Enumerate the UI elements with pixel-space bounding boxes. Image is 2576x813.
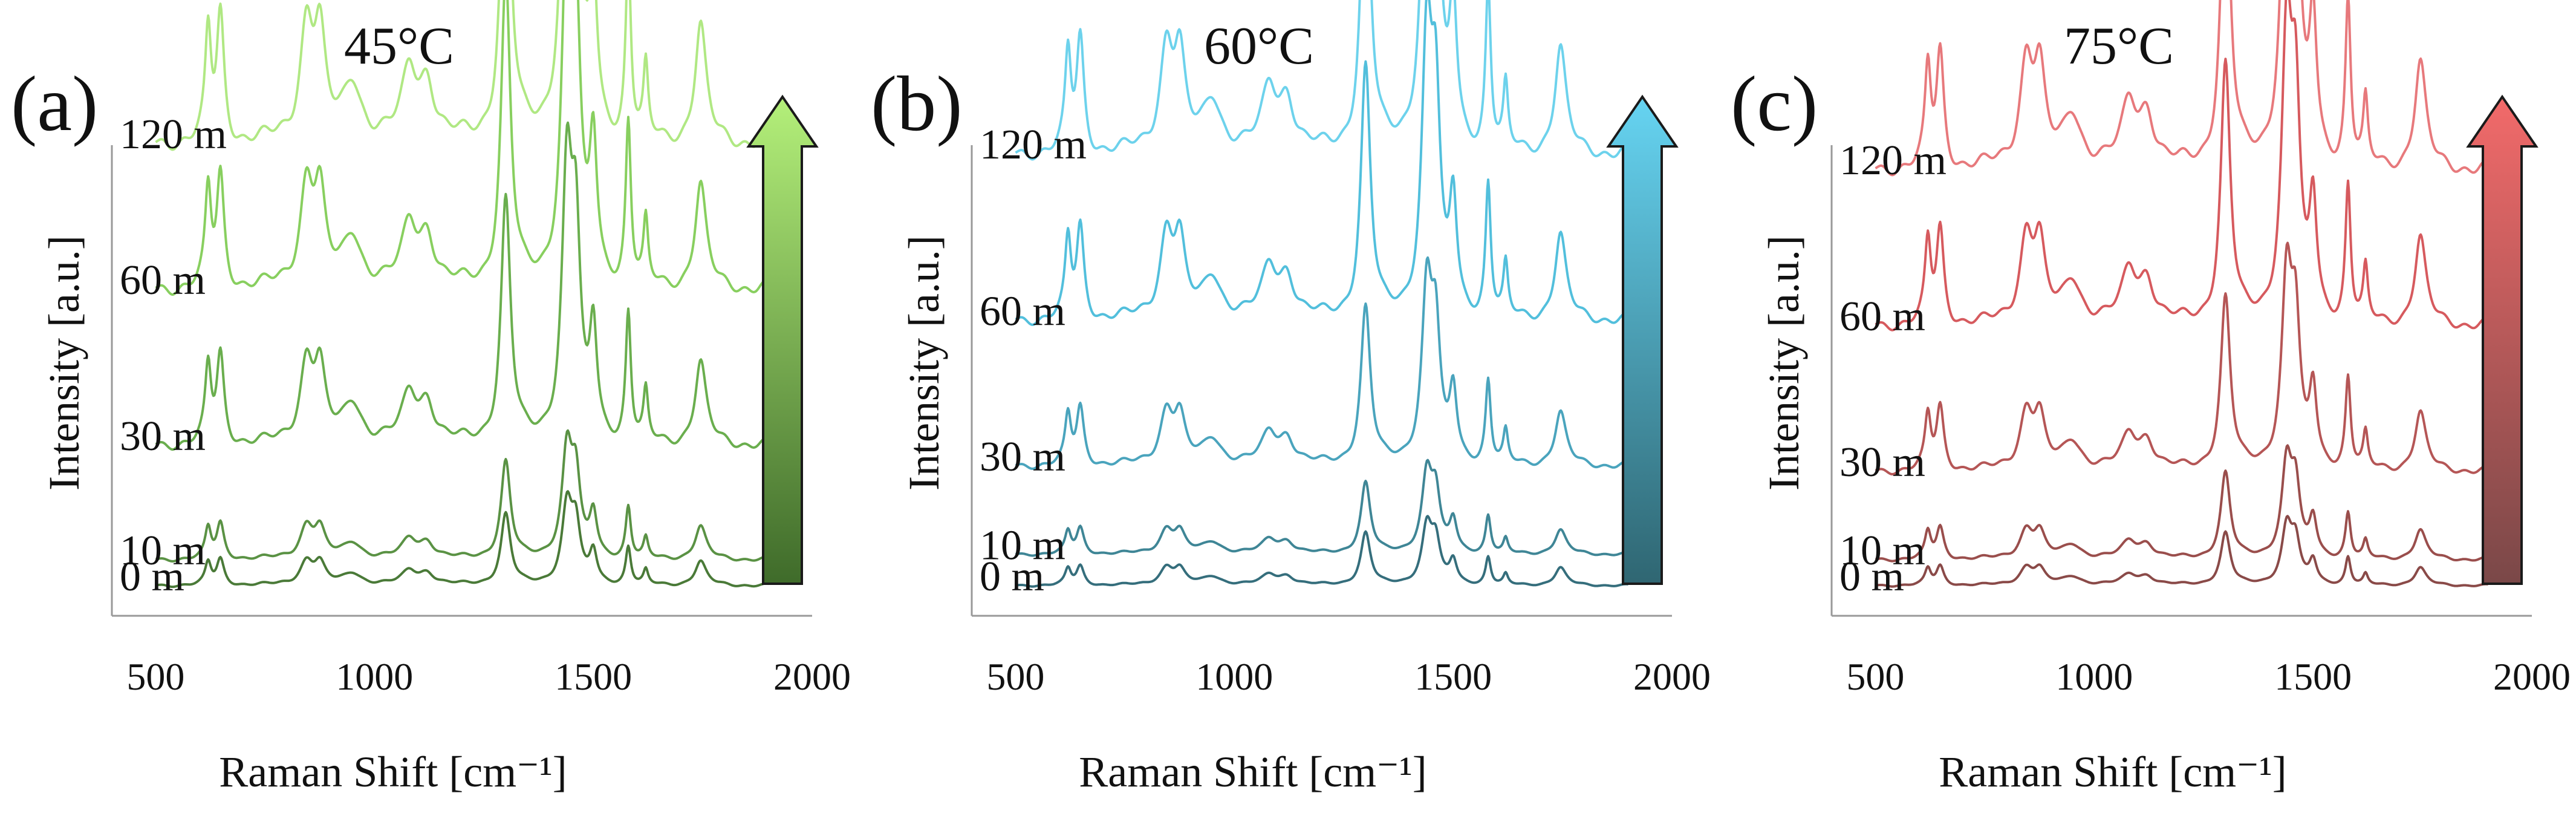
spectrum-line-10m bbox=[1875, 444, 2489, 563]
time-arrow-icon bbox=[1606, 94, 1679, 585]
series-label: 10 m bbox=[980, 522, 1065, 569]
x-tick-label: 1500 bbox=[2274, 655, 2352, 698]
panel-label: (c) bbox=[1731, 60, 1818, 148]
panel-1: 500 1000 1500 2000 Raman Shift [cm⁻¹] Intensi… bbox=[871, 0, 1711, 796]
x-tick-label: 500 bbox=[986, 655, 1044, 698]
panel-label: (b) bbox=[871, 60, 963, 148]
panel-title: 45°C bbox=[344, 17, 454, 76]
spectrum-line-10m bbox=[155, 429, 769, 563]
x-tick-label: 2000 bbox=[1633, 655, 1711, 698]
x-tick-label: 1500 bbox=[1414, 655, 1492, 698]
x-axis-label: Raman Shift [cm⁻¹] bbox=[1939, 748, 2286, 796]
series-label: 10 m bbox=[1839, 527, 1925, 574]
y-axis-label: Intensity [a.u.] bbox=[1760, 235, 1808, 491]
spectrum-line-0m bbox=[1015, 515, 1629, 588]
x-axis-label: Raman Shift [cm⁻¹] bbox=[219, 748, 567, 796]
series-label: 120 m bbox=[1839, 137, 1947, 184]
x-tick-label: 2000 bbox=[2493, 655, 2571, 698]
spectrum-line-60m bbox=[1015, 0, 1629, 326]
series-label: 120 m bbox=[980, 122, 1087, 168]
spectrum-line-120m bbox=[1875, 0, 2489, 177]
y-axis-label: Intensity [a.u.] bbox=[40, 235, 88, 491]
spectrum-line-0m bbox=[155, 490, 769, 589]
panel-2: 500 1000 1500 2000 Raman Shift [cm⁻¹] Intensi… bbox=[1731, 0, 2571, 796]
spectrum-line-60m bbox=[1875, 0, 2489, 331]
spectrum-line-30m bbox=[1875, 241, 2489, 475]
x-tick-label: 500 bbox=[126, 655, 184, 698]
series-label: 30 m bbox=[120, 413, 206, 460]
spectrum-line-120m bbox=[155, 0, 769, 151]
x-tick-label: 1000 bbox=[2055, 655, 2133, 698]
x-axis-label: Raman Shift [cm⁻¹] bbox=[1079, 748, 1426, 796]
x-tick-label: 500 bbox=[1846, 655, 1904, 698]
panel-0: 500 1000 1500 2000 Raman Shift [cm⁻¹] Intensi… bbox=[11, 0, 851, 796]
x-tick-label: 2000 bbox=[773, 655, 851, 698]
series-label: 120 m bbox=[120, 111, 227, 158]
series-label: 60 m bbox=[120, 257, 206, 304]
series-label: 60 m bbox=[980, 288, 1065, 335]
series-label: 30 m bbox=[980, 434, 1065, 480]
time-arrow-icon bbox=[2466, 94, 2539, 585]
spectrum-line-30m bbox=[155, 121, 769, 451]
panel-title: 75°C bbox=[2064, 17, 2174, 76]
spectrum-line-120m bbox=[1015, 0, 1629, 161]
panel-title: 60°C bbox=[1204, 17, 1314, 76]
series-label: 10 m bbox=[120, 527, 206, 574]
series-label: 0 m bbox=[980, 553, 1044, 600]
y-axis-label: Intensity [a.u.] bbox=[900, 235, 948, 491]
x-tick-label: 1000 bbox=[336, 655, 413, 698]
x-tick-label: 1500 bbox=[555, 655, 632, 698]
spectrum-line-10m bbox=[1015, 459, 1629, 557]
spectrum-line-0m bbox=[1875, 515, 2489, 588]
series-label: 60 m bbox=[1839, 293, 1925, 340]
time-arrow-icon bbox=[746, 94, 819, 585]
spectrum-line-60m bbox=[155, 0, 769, 296]
spectrum-line-30m bbox=[1015, 256, 1629, 470]
x-tick-label: 1000 bbox=[1195, 655, 1273, 698]
panel-label: (a) bbox=[11, 60, 98, 148]
series-label: 30 m bbox=[1839, 439, 1925, 486]
